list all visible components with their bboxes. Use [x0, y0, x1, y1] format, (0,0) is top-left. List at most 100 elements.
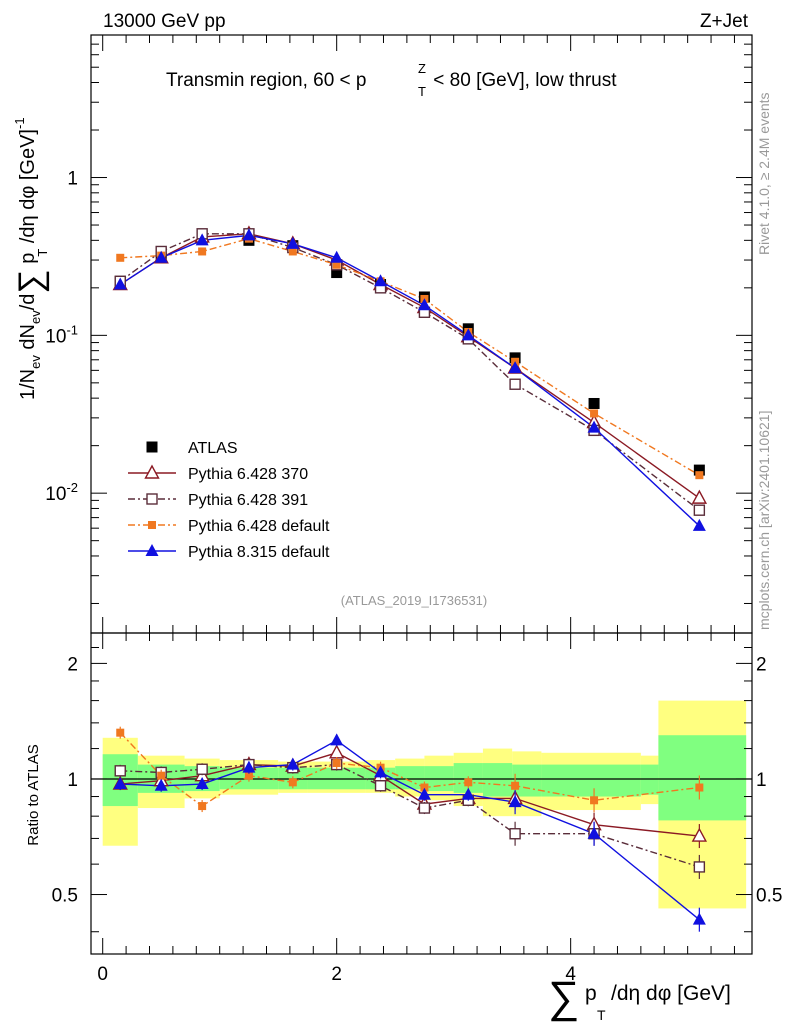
main-series-marker [195, 233, 209, 246]
legend-marker [146, 493, 158, 505]
ratio-series-marker [330, 733, 344, 746]
ratio-series-marker [417, 787, 431, 800]
ratio-y-tick-label-left: 1 [67, 770, 78, 791]
atlas-data-point [693, 464, 705, 476]
main-series-marker [154, 250, 168, 263]
ratio-band-inner [482, 763, 513, 797]
x-axis-label: ∑ p T /dη dφ [GeV] [548, 973, 731, 1023]
main-series-marker [332, 260, 341, 269]
ratio-series-line [120, 752, 700, 837]
ratio-y-tick-label-right: 2 [756, 654, 767, 675]
ratio-series-marker [329, 744, 345, 759]
legend-label: ATLAS [188, 440, 238, 457]
atlas-data-point [588, 397, 600, 409]
ratio-series-marker [288, 778, 297, 787]
main-series-marker [288, 247, 297, 256]
main-panel: 10-2 1 10-1 [45, 34, 753, 634]
legend-marker [146, 441, 158, 453]
main-series-marker [587, 420, 601, 433]
ratio-series-marker [332, 759, 341, 768]
main-y-ticks: 10-2 1 10-1 [45, 34, 752, 604]
ratio-series-marker [691, 827, 708, 842]
ratio-series-marker [116, 728, 125, 737]
ratio-series-marker [195, 777, 209, 790]
main-series-marker [198, 247, 207, 256]
rivet-label: Rivet 4.1.0, ≥ 2.4M events [756, 92, 772, 255]
title-suffix: < 80 [GeV], low thrust [428, 70, 617, 91]
legend-marker [144, 464, 160, 479]
ratio-series-marker [587, 826, 601, 839]
ratio-series-marker [196, 763, 208, 775]
main-x-ticks [102, 35, 735, 633]
main-series-marker [695, 471, 704, 480]
main-series-line [120, 237, 700, 476]
ratio-series-marker [464, 778, 473, 787]
legend-entry: ATLAS [146, 440, 238, 457]
ratio-series-marker [374, 765, 388, 778]
ratio-series-marker [511, 781, 520, 790]
plot-title: Transmin region, 60 < p Z T < 80 [GeV], … [166, 61, 617, 99]
y-axis-label-main: 1/Nev dNev/d∑ pT /dη dφ [GeV]-1 [12, 117, 50, 400]
main-y-tick-label: 10-2 [45, 480, 78, 505]
x-tick-label: 0 [97, 964, 108, 985]
process-label: Z+Jet [700, 11, 749, 32]
ratio-series-marker [508, 795, 522, 808]
main-series-line [119, 234, 700, 527]
main-series-marker [417, 298, 431, 311]
ratio-y-tick-label-left: 2 [67, 654, 78, 675]
y-label-text: 1/Nev dNev/d∑ pT /dη dφ [GeV]-1 [12, 117, 50, 400]
main-series-marker [691, 489, 708, 504]
main-series-line [119, 233, 700, 499]
main-series-marker [509, 378, 521, 390]
main-series-marker [113, 277, 127, 290]
main-series-marker [692, 518, 706, 531]
main-series-marker [286, 236, 300, 249]
mcplots-label: mcplots.cern.ch [arXiv:2401.10621] [756, 411, 772, 630]
ratio-y-ticks: 0.5 0.5 1 1 2 2 [52, 632, 782, 933]
title-prefix: Transmin region, 60 < p [166, 70, 366, 91]
main-y-tick-label: 10-1 [45, 322, 78, 347]
ratio-y-tick-label-left: 0.5 [52, 886, 78, 907]
x-tick-label: 4 [565, 964, 576, 985]
x-label-sub: T [597, 1007, 606, 1023]
ratio-band-inner [658, 735, 747, 821]
ratio-series-marker [114, 765, 126, 777]
legend-entry: Pythia 6.428 default [128, 518, 330, 535]
x-label-rest: /dη dφ [GeV] [611, 982, 731, 1005]
ratio-series-marker [509, 828, 521, 840]
x-label-p: p [585, 982, 597, 1005]
legend-label: Pythia 8.315 default [188, 544, 330, 561]
ratio-series-marker [695, 783, 704, 792]
ratio-series-marker [242, 760, 256, 773]
main-series-marker [693, 504, 706, 516]
ratio-series-marker [154, 778, 168, 791]
legend-marker [148, 521, 156, 529]
analysis-id: (ATLAS_2019_I1736531) [341, 593, 487, 608]
main-series-marker [242, 228, 256, 241]
ratio-series-marker [374, 780, 387, 792]
main-series-line [119, 233, 700, 511]
atlas-data-point [331, 267, 343, 279]
title-sub: T [418, 84, 426, 99]
ratio-panel: 0.5 0.5 1 1 2 2 0 2 4 [52, 632, 782, 985]
x-label-sum: ∑ [548, 973, 579, 1022]
ratio-series-marker [590, 796, 599, 805]
main-y-tick-label: 1 [67, 169, 78, 190]
ratio-band-inner [541, 764, 641, 797]
ratio-plot-area [91, 700, 752, 932]
ratio-series-line [120, 739, 700, 921]
ratio-frame [90, 632, 753, 955]
ratio-y-tick-label-right: 0.5 [756, 886, 782, 907]
ratio-series-marker [286, 757, 300, 770]
main-series-marker [508, 361, 522, 374]
ratio-band-inner [512, 764, 542, 797]
legend-label: Pythia 6.428 default [188, 518, 330, 535]
title-sup: Z [418, 61, 426, 76]
ratio-series-marker [244, 771, 253, 780]
ratio-series-marker [157, 771, 166, 780]
main-plot-area [112, 225, 708, 531]
ratio-x-ticks: 0 2 4 [97, 633, 735, 985]
main-series-marker [330, 250, 344, 263]
legend: ATLAS Pythia 6.428 370 Pythia 6.428 391 Pyt… [128, 440, 330, 561]
ratio-series-marker [461, 787, 475, 800]
